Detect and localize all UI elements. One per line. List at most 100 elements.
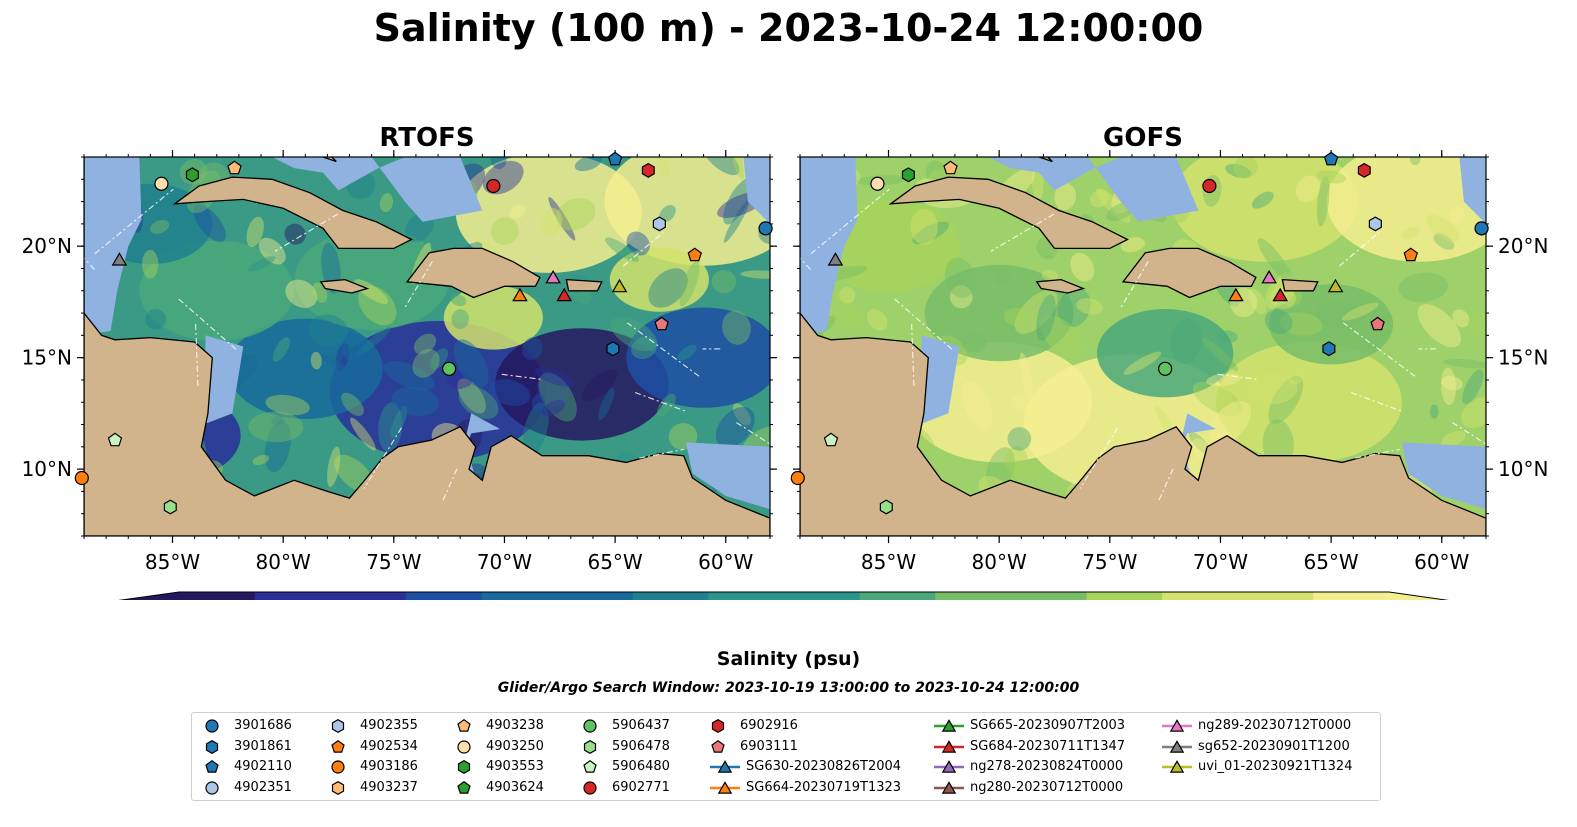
colorbar-bin bbox=[784, 592, 861, 600]
legend-label: 5906437 bbox=[612, 718, 670, 733]
platform-marker-6902916 bbox=[1357, 162, 1371, 178]
x-tick-label: 65°W bbox=[1303, 550, 1358, 574]
salinity-eddy bbox=[838, 286, 856, 304]
salinity-eddy bbox=[252, 455, 270, 466]
platform-marker-5906480 bbox=[823, 432, 839, 447]
eez-boundary bbox=[639, 448, 684, 459]
salinity-eddy bbox=[1279, 312, 1323, 336]
salinity-eddy bbox=[350, 417, 376, 451]
legend-label: 3901861 bbox=[234, 738, 292, 754]
legend-label: ng289-20230712T0000 bbox=[1198, 718, 1352, 733]
platform-marker-4903238 bbox=[227, 160, 242, 175]
legend-label: 4902355 bbox=[360, 718, 418, 733]
shallow-shelf bbox=[919, 335, 960, 425]
legend-label: 4902351 bbox=[234, 779, 292, 795]
salinity-eddy bbox=[312, 282, 328, 303]
eez-boundary bbox=[274, 213, 339, 252]
land-mass bbox=[1035, 278, 1086, 294]
salinity-eddy bbox=[142, 249, 159, 279]
salinity-eddy bbox=[1040, 315, 1084, 359]
colorbar-label: Salinity (psu) bbox=[716, 648, 861, 670]
eez-boundary bbox=[622, 232, 664, 267]
y-tick-label: 15°N bbox=[1498, 346, 1548, 370]
legend-swatch bbox=[934, 780, 964, 794]
legend-label: 6902771 bbox=[612, 779, 670, 795]
salinity-patch bbox=[227, 318, 383, 419]
salinity-eddy bbox=[1070, 253, 1095, 282]
colorbar-bin bbox=[859, 592, 936, 600]
platform-marker-SG664-20230719T1323 bbox=[1228, 287, 1244, 302]
salinity-eddy bbox=[457, 378, 486, 414]
salinity-eddy bbox=[522, 402, 549, 456]
salinity-eddy bbox=[732, 403, 751, 426]
salinity-eddy bbox=[413, 333, 437, 355]
y-tick-label: 20°N bbox=[1498, 234, 1548, 258]
salinity-eddy bbox=[248, 411, 304, 443]
eez-boundary bbox=[1452, 422, 1486, 445]
salinity-eddy bbox=[453, 339, 489, 388]
platform-marker-6902916 bbox=[641, 162, 655, 178]
eez-boundary bbox=[94, 188, 174, 255]
legend-label: 5906478 bbox=[612, 738, 670, 754]
salinity-eddy bbox=[534, 367, 575, 387]
salinity-eddy bbox=[246, 216, 264, 248]
legend-swatch bbox=[934, 739, 964, 753]
salinity-eddy bbox=[272, 337, 290, 362]
salinity-eddy bbox=[1217, 330, 1238, 344]
salinity-eddy bbox=[490, 157, 507, 170]
salinity-eddy bbox=[429, 348, 449, 370]
panel-title: RTOFS bbox=[379, 123, 474, 153]
x-tick-label: 75°W bbox=[1082, 550, 1137, 574]
legend-marker bbox=[941, 780, 957, 794]
legend-swatch bbox=[1162, 760, 1192, 773]
salinity-eddy bbox=[701, 157, 740, 176]
salinity-eddy bbox=[1316, 170, 1347, 184]
salinity-patch bbox=[443, 285, 543, 350]
legend-swatch bbox=[457, 718, 471, 732]
platform-marker-4903186 bbox=[74, 470, 89, 486]
salinity-eddy bbox=[581, 369, 618, 402]
platform-marker-5906480 bbox=[107, 432, 123, 447]
legend-swatch bbox=[934, 760, 964, 773]
eez-boundary bbox=[84, 257, 95, 270]
salinity-eddy bbox=[648, 268, 688, 308]
shallow-shelf bbox=[203, 335, 244, 425]
salinity-eddy bbox=[986, 447, 1015, 491]
platform-marker-3901861 bbox=[1322, 341, 1336, 357]
eez-boundary bbox=[178, 298, 238, 351]
salinity-eddy bbox=[1041, 270, 1059, 282]
salinity-eddy bbox=[248, 256, 276, 272]
legend-marker bbox=[331, 739, 345, 753]
eez-boundary bbox=[1338, 232, 1380, 267]
legend-label: 3901686 bbox=[234, 718, 292, 733]
platform-marker-4903553 bbox=[185, 167, 199, 183]
shallow-shelf bbox=[743, 157, 770, 224]
eez-boundary bbox=[1355, 448, 1400, 459]
shallow-shelf bbox=[685, 442, 770, 510]
shallow-shelf bbox=[988, 157, 1199, 222]
salinity-eddy bbox=[378, 402, 403, 452]
eez-boundary bbox=[404, 261, 433, 309]
salinity-eddy bbox=[961, 380, 993, 431]
salinity-eddy bbox=[1316, 175, 1330, 227]
salinity-eddy bbox=[1202, 337, 1238, 372]
salinity-patch bbox=[139, 240, 295, 341]
colorbar-bin bbox=[330, 592, 407, 600]
salinity-eddy bbox=[918, 205, 944, 234]
salinity-eddy bbox=[1467, 311, 1486, 335]
legend-marker bbox=[941, 760, 957, 773]
salinity-eddy bbox=[1189, 431, 1212, 455]
platform-marker-SG684-20230711T1347 bbox=[1272, 287, 1289, 302]
shallow-shelf bbox=[272, 157, 483, 222]
land-mass bbox=[405, 247, 541, 299]
salinity-eddy bbox=[284, 223, 306, 245]
colorbar-bin bbox=[632, 592, 709, 600]
eez-boundary bbox=[84, 408, 85, 410]
salinity-eddy bbox=[1417, 304, 1461, 348]
legend-marker bbox=[205, 719, 219, 733]
salinity-eddy bbox=[910, 208, 938, 245]
x-tick-label: 75°W bbox=[366, 550, 421, 574]
legend-marker bbox=[205, 739, 219, 754]
land-mass bbox=[888, 176, 1129, 250]
salinity-eddy bbox=[1283, 286, 1302, 307]
